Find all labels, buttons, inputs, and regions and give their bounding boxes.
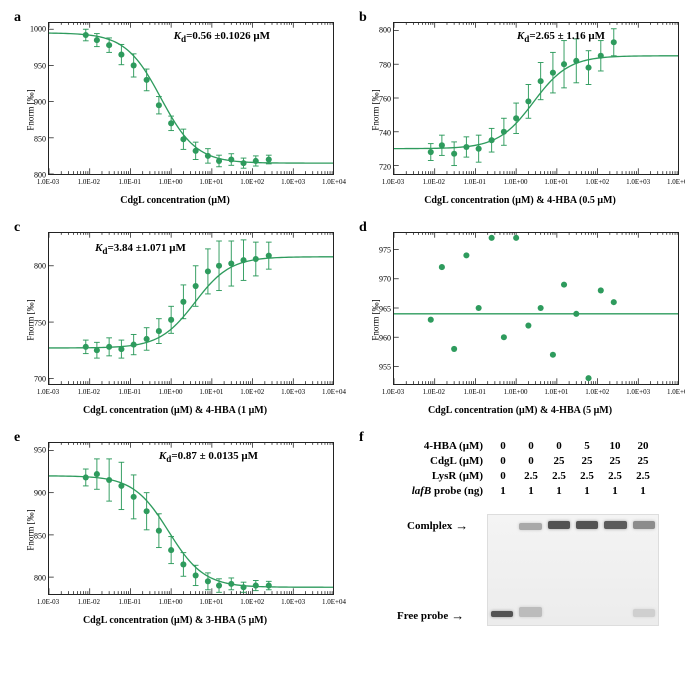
panel-label: e [14,430,20,446]
y-tick-labels: 720740760780800 [369,22,391,175]
x-tick-labels: 1.0E-031.0E-021.0E-011.0E+001.0E+011.0E+… [393,388,679,400]
chart-svg [394,232,679,384]
plot-area [48,22,334,175]
plot-area [393,232,679,385]
x-tick-labels: 1.0E-031.0E-021.0E-011.0E+001.0E+011.0E+… [48,598,334,610]
panel-label: d [359,220,367,236]
kd-annotation: Kd=3.84 ±1.071 μM [95,242,186,256]
panel-b: bFnorm [‰]7207407607808001.0E-031.0E-021… [355,10,685,210]
x-tick-labels: 1.0E-031.0E-021.0E-011.0E+001.0E+011.0E+… [393,178,679,190]
x-axis-title: CdgL concentration (μM) & 3-HBA (5 μM) [83,615,267,626]
x-tick-labels: 1.0E-031.0E-021.0E-011.0E+001.0E+011.0E+… [48,388,334,400]
free-probe-label: Free probe → [397,608,464,624]
kd-annotation: Kd=0.56 ±0.1026 μM [174,30,270,44]
panel-f: f 4-HBA (μM)00051020CdgL (μM)0025252525Ly… [355,430,685,630]
plot-area [393,22,679,175]
panel-label: a [14,10,21,26]
panel-label: c [14,220,20,236]
panel-c: cFnorm [‰]7007508001.0E-031.0E-021.0E-01… [10,220,340,420]
chart-svg [49,442,334,594]
chart-svg [394,22,679,174]
x-tick-labels: 1.0E-031.0E-021.0E-011.0E+001.0E+011.0E+… [48,178,334,190]
condition-table: 4-HBA (μM)00051020CdgL (μM)0025252525Lys… [375,440,685,500]
gel-panel: 4-HBA (μM)00051020CdgL (μM)0025252525Lys… [375,440,685,630]
x-axis-title: CdgL concentration (μM) & 4-HBA (5 μM) [428,405,612,416]
y-tick-labels: 8008509009501000 [24,22,46,175]
chart-svg [49,22,334,174]
gel-image [487,514,659,626]
y-tick-labels: 700750800 [24,232,46,385]
x-axis-title: CdgL concentration (μM) & 4-HBA (1 μM) [83,405,267,416]
kd-annotation: Kd=2.65 ± 1.16 μM [517,30,605,44]
y-tick-labels: 800850900950 [24,442,46,595]
x-axis-title: CdgL concentration (μM) [120,195,230,206]
panel-d: dFnorm [‰]9559609659709751.0E-031.0E-021… [355,220,685,420]
kd-annotation: Kd=0.87 ± 0.0135 μM [159,450,258,464]
y-tick-labels: 955960965970975 [369,232,391,385]
chart-svg [49,232,334,384]
complex-label: Comlplex → [407,518,468,534]
panel-label: f [359,430,364,446]
x-axis-title: CdgL concentration (μM) & 4-HBA (0.5 μM) [424,195,616,206]
plot-area [48,232,334,385]
panel-label: b [359,10,367,26]
panel-e: eFnorm [‰]8008509009501.0E-031.0E-021.0E… [10,430,340,630]
panel-a: aFnorm [‰]80085090095010001.0E-031.0E-02… [10,10,340,210]
figure-grid: aFnorm [‰]80085090095010001.0E-031.0E-02… [10,10,675,630]
plot-area [48,442,334,595]
